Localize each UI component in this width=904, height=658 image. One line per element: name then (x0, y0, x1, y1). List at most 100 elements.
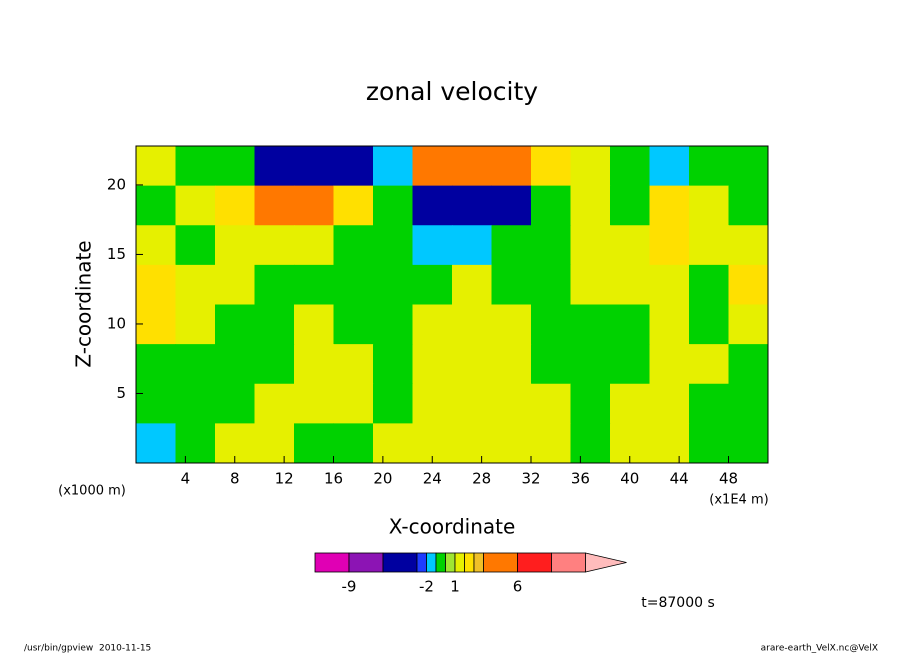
field-cell (570, 383, 611, 424)
y-tick-label: 20 (107, 175, 126, 193)
field-cell (373, 146, 413, 187)
field-cell (136, 146, 176, 187)
colorbar-box (382, 552, 418, 573)
field-cell (215, 146, 255, 187)
field-cell (491, 383, 532, 424)
colorbar-box (445, 552, 456, 573)
field-cell (649, 225, 690, 266)
field-cell (136, 264, 176, 305)
field-cell (373, 225, 413, 266)
field-cell (215, 344, 255, 385)
field-cell (136, 423, 176, 464)
field-cell (175, 146, 216, 187)
footer-left: /usr/bin/gpview 2010-11-15 (24, 644, 151, 654)
x-tick-label: 28 (472, 470, 491, 488)
field-cell (254, 185, 295, 226)
field-cell (570, 264, 611, 305)
field-cell (491, 185, 532, 226)
field-cell (373, 423, 413, 464)
y-tick-label: 10 (107, 314, 126, 332)
field-cell (412, 146, 453, 187)
field-cell (649, 383, 690, 424)
field-cell (136, 383, 176, 424)
field-cell (294, 383, 334, 424)
y-axis-label: Z-coordinate (72, 240, 96, 367)
colorbar-box (435, 552, 446, 573)
field-cell (333, 264, 374, 305)
field-cell (491, 304, 532, 345)
field-cell (531, 423, 571, 464)
field-cell (373, 383, 413, 424)
field-cell (491, 146, 532, 187)
field-cell (175, 264, 216, 305)
field-cell (294, 423, 334, 464)
field (136, 146, 769, 464)
field-cell (728, 383, 769, 424)
field-cell (689, 264, 729, 305)
field-cell (649, 423, 690, 464)
field-cell (215, 304, 255, 345)
y-unit: (x1000 m) (58, 484, 126, 499)
field-cell (689, 383, 729, 424)
field-cell (649, 304, 690, 345)
field-cell (610, 225, 650, 266)
x-tick-label: 44 (670, 470, 689, 488)
field-cell (689, 225, 729, 266)
x-unit: (x1E4 m) (709, 493, 768, 508)
colorbar-box (314, 552, 350, 573)
field-cell (136, 344, 176, 385)
field-cell (570, 304, 611, 345)
colorbar-box (416, 552, 427, 573)
x-tick-label: 8 (230, 470, 240, 488)
field-cell (728, 225, 769, 266)
chart-title: zonal velocity (366, 77, 538, 106)
field-cell (689, 185, 729, 226)
field-cell (254, 344, 295, 385)
field-cell (689, 304, 729, 345)
field-cell (570, 146, 611, 187)
colorbar-box (464, 552, 475, 573)
field-cell (175, 225, 216, 266)
field-cell (215, 264, 255, 305)
field-cell (175, 344, 216, 385)
field-cell (412, 304, 453, 345)
field-cell (728, 264, 769, 305)
colorbar-box (454, 552, 465, 573)
field-cell (531, 185, 571, 226)
colorbar-box (348, 552, 384, 573)
field-cell (333, 146, 374, 187)
field-cell (333, 344, 374, 385)
x-tick-label: 40 (620, 470, 639, 488)
field-cell (452, 185, 492, 226)
colorbar-box (473, 552, 484, 573)
field-cell (412, 383, 453, 424)
x-tick-label: 16 (324, 470, 343, 488)
field-cell (649, 344, 690, 385)
field-cell (452, 146, 492, 187)
field-cell (373, 304, 413, 345)
field-cell (689, 423, 729, 464)
colorbar-box (483, 552, 518, 573)
field-cell (570, 344, 611, 385)
field-cell (254, 383, 295, 424)
field-cell (333, 225, 374, 266)
field-cell (254, 225, 295, 266)
field-cell (333, 185, 374, 226)
field-cell (610, 146, 650, 187)
field-cell (452, 225, 492, 266)
field-cell (491, 264, 532, 305)
field-cell (728, 185, 769, 226)
field-cell (373, 185, 413, 226)
y-tick-label: 15 (107, 245, 126, 263)
y-tick-label: 5 (116, 384, 126, 402)
field-cell (412, 264, 453, 305)
field-cell (136, 185, 176, 226)
field-cell (491, 344, 532, 385)
field-cell (728, 344, 769, 385)
field-cell (294, 264, 334, 305)
field-cell (412, 185, 453, 226)
field-cell (649, 146, 690, 187)
footer-right: arare-earth_VelX.nc@VelX (761, 644, 878, 654)
field-cell (689, 344, 729, 385)
field-cell (531, 304, 571, 345)
